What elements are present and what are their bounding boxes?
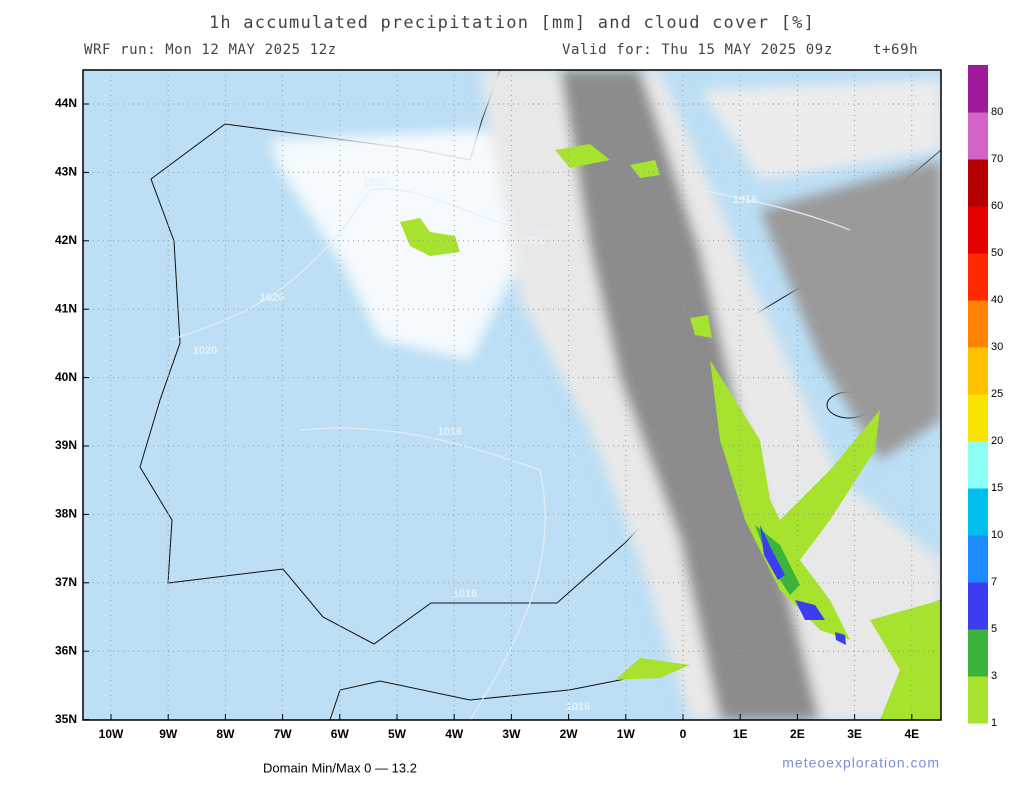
colorbar-label: 70 (991, 153, 1003, 165)
colorbar-label: 15 (991, 482, 1003, 494)
lat-label: 39N (55, 438, 77, 452)
lat-label: 36N (55, 643, 77, 657)
lon-label: 1E (733, 727, 748, 741)
lon-label: 3E (847, 727, 862, 741)
colorbar-label: 5 (991, 623, 997, 635)
colorbar-segment (968, 441, 988, 489)
map-frame (82, 69, 942, 721)
colorbar-segment (968, 300, 988, 348)
lon-label: 10W (99, 727, 124, 741)
colorbar-segment (968, 676, 988, 724)
lon-label: 2W (560, 727, 579, 741)
lat-label: 41N (55, 301, 77, 315)
isobar-label: 1016 (453, 588, 477, 600)
colorbar-label: 80 (991, 106, 1003, 118)
credit: meteoexploration.com (782, 755, 940, 771)
isobar-label: 1016 (566, 701, 590, 713)
lon-label: 6W (331, 727, 350, 741)
lon-label: 5W (388, 727, 407, 741)
lon-label: 3W (502, 727, 521, 741)
colorbar-label: 3 (991, 670, 997, 682)
colorbar-segment (968, 394, 988, 442)
run-info: WRF run: Mon 12 MAY 2025 12z (84, 42, 337, 58)
lon-label: 8W (216, 727, 235, 741)
isobar-label: 1020 (363, 177, 387, 189)
lat-label: 35N (55, 712, 77, 726)
colorbar-segment (968, 629, 988, 677)
colorbar-segment (968, 582, 988, 630)
lat-label: 38N (55, 507, 77, 521)
lat-label: 43N (55, 165, 77, 179)
lat-label: 44N (55, 96, 77, 110)
lon-label: 4E (904, 727, 919, 741)
colorbar-label: 7 (991, 576, 997, 588)
colorbar-segment (968, 535, 988, 583)
colorbar-label: 60 (991, 200, 1003, 212)
lon-label: 9W (159, 727, 178, 741)
isobar-label: 1020 (193, 345, 217, 357)
lon-label: 1W (617, 727, 636, 741)
colorbar-segment (968, 65, 988, 113)
colorbar-label: 1 (991, 717, 997, 729)
colorbar-segment (968, 206, 988, 254)
title: 1h accumulated precipitation [mm] and cl… (209, 13, 815, 33)
colorbar-segment (968, 159, 988, 207)
colorbar-label: 10 (991, 529, 1003, 541)
lat-label: 42N (55, 233, 77, 247)
colorbar-label: 50 (991, 247, 1003, 259)
lead-time: t+69h (873, 42, 918, 58)
lon-label: 7W (274, 727, 293, 741)
colorbar-label: 40 (991, 294, 1003, 306)
domain-minmax: Domain Min/Max 0 — 13.2 (263, 760, 417, 775)
colorbar-label: 30 (991, 341, 1003, 353)
valid-time: Valid for: Thu 15 MAY 2025 09z (562, 42, 833, 58)
colorbar-label: 25 (991, 388, 1003, 400)
lat-label: 37N (55, 575, 77, 589)
isobar-label: 1016 (438, 426, 462, 438)
colorbar-segment (968, 112, 988, 160)
lat-label: 40N (55, 370, 77, 384)
isobar-label: 1020 (260, 292, 284, 304)
lon-label: 0 (680, 727, 687, 741)
lon-label: 2E (790, 727, 805, 741)
colorbar-segment (968, 253, 988, 301)
precipitation (400, 144, 941, 720)
colorbar-segment (968, 488, 988, 536)
isobar-label: 1016 (733, 194, 757, 206)
colorbar-label: 20 (991, 435, 1003, 447)
lon-label: 4W (445, 727, 464, 741)
colorbar-segment (968, 347, 988, 395)
